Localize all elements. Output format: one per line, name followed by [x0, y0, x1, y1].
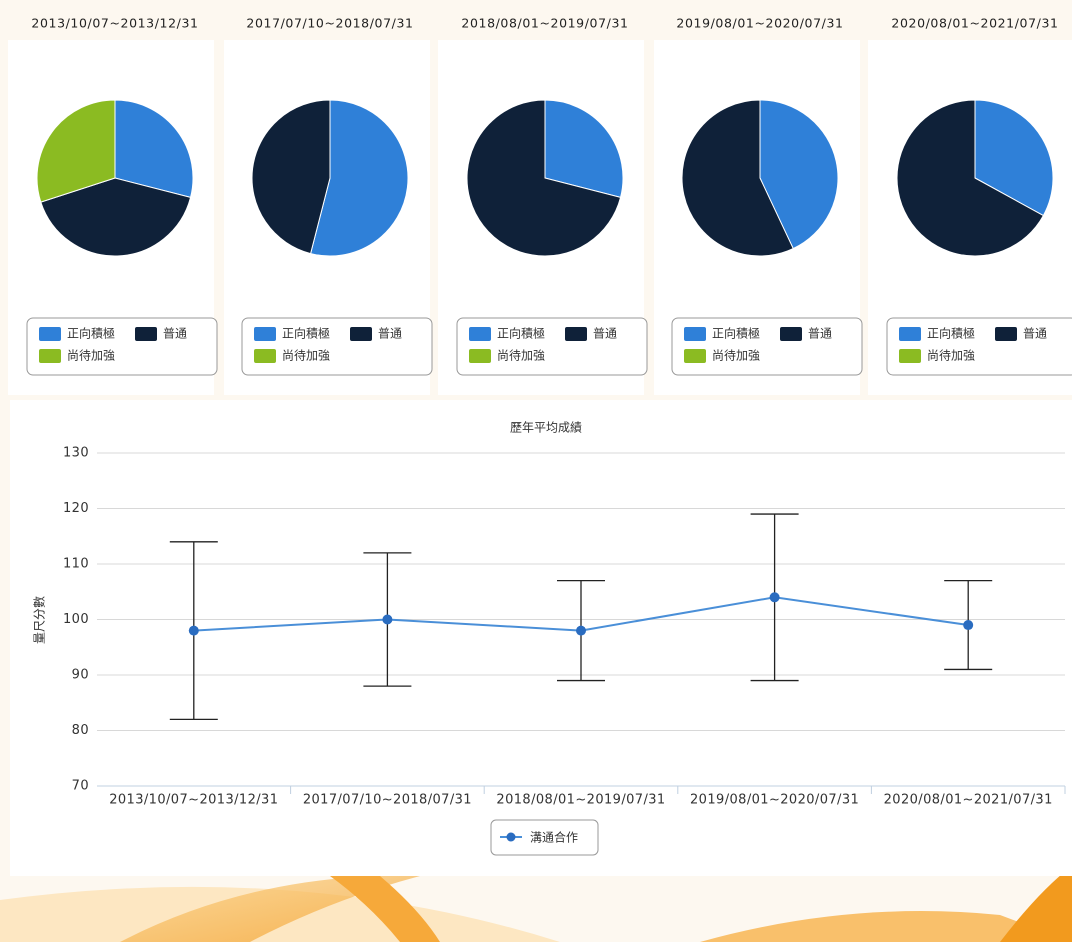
pie-slice — [681, 99, 794, 257]
legend-swatch — [684, 327, 706, 341]
y-tick-label: 70 — [72, 779, 89, 794]
legend-label: 正向積極 — [712, 326, 760, 341]
legend-swatch — [684, 349, 706, 363]
legend-label: 尚待加強 — [712, 349, 760, 363]
x-tick-label: 2020/08/01~2021/07/31 — [884, 793, 1053, 808]
pie-slice — [40, 177, 192, 257]
legend-box — [241, 317, 433, 376]
legend-swatch — [39, 327, 61, 341]
pie-slice — [309, 99, 409, 257]
y-tick-label: 120 — [63, 501, 89, 516]
x-tick-label: 2019/08/01~2020/07/31 — [690, 793, 859, 808]
legend-swatch — [469, 327, 491, 341]
line-panel — [10, 400, 1072, 876]
legend-swatch — [469, 349, 491, 363]
x-tick-label: 2018/08/01~2019/07/31 — [496, 793, 665, 808]
legend-label: 溝通合作 — [530, 830, 578, 845]
legend-label: 普通 — [163, 327, 187, 341]
pie-title: 2018/08/01~2019/07/31 — [461, 16, 628, 31]
pie-title: 2020/08/01~2021/07/31 — [891, 16, 1058, 31]
legend-label: 正向積極 — [497, 326, 545, 341]
legend-swatch — [899, 349, 921, 363]
pie-slice — [114, 99, 194, 199]
pie-slice — [759, 99, 839, 250]
decoration — [330, 876, 440, 942]
legend-marker — [506, 832, 516, 842]
marker — [188, 625, 199, 636]
y-tick-label: 130 — [63, 446, 89, 461]
legend-swatch — [565, 327, 587, 341]
y-tick-label: 110 — [63, 557, 89, 572]
legend-label: 尚待加強 — [282, 349, 330, 363]
chart-title: 歷年平均成績 — [510, 421, 582, 435]
legend-swatch — [254, 349, 276, 363]
legend-label: 普通 — [593, 327, 617, 341]
legend-box — [886, 317, 1072, 376]
legend-label: 尚待加強 — [927, 349, 975, 363]
legend-label: 正向積極 — [282, 326, 330, 341]
legend-box — [671, 317, 863, 376]
legend-swatch — [254, 327, 276, 341]
decoration — [1000, 866, 1072, 942]
legend-label: 普通 — [1023, 327, 1047, 341]
pie-slice — [896, 99, 1045, 257]
legend-swatch — [780, 327, 802, 341]
pie-slice — [544, 99, 624, 199]
legend-label: 尚待加強 — [497, 349, 545, 363]
legend-box — [26, 317, 218, 376]
legend-box — [456, 317, 648, 376]
decoration — [120, 876, 420, 942]
x-tick-label: 2017/07/10~2018/07/31 — [303, 793, 472, 808]
y-tick-label: 80 — [72, 723, 89, 738]
legend-swatch — [350, 327, 372, 341]
y-axis-label: 量尺分數 — [33, 596, 47, 644]
pie-title: 2019/08/01~2020/07/31 — [676, 16, 843, 31]
legend-swatch — [39, 349, 61, 363]
legend-label: 正向積極 — [927, 326, 975, 341]
y-tick-label: 100 — [63, 612, 89, 627]
marker — [382, 614, 393, 625]
legend-label: 正向積極 — [67, 326, 115, 341]
pie-title: 2017/07/10~2018/07/31 — [246, 16, 413, 31]
pie-slice — [974, 99, 1054, 217]
marker — [576, 625, 586, 636]
pie-slice — [251, 99, 331, 255]
marker — [769, 592, 780, 603]
pie-slice — [466, 99, 622, 257]
decoration — [700, 911, 1072, 942]
pie-slice — [36, 99, 116, 203]
pie-title: 2013/10/07~2013/12/31 — [31, 16, 198, 31]
legend-label: 普通 — [378, 327, 402, 341]
legend-swatch — [899, 327, 921, 341]
marker — [963, 620, 974, 631]
legend-label: 普通 — [808, 327, 832, 341]
legend-swatch — [995, 327, 1017, 341]
legend-swatch — [135, 327, 157, 341]
legend-box — [490, 819, 599, 856]
x-tick-label: 2013/10/07~2013/12/31 — [109, 793, 278, 808]
legend-label: 尚待加強 — [67, 349, 115, 363]
y-tick-label: 90 — [72, 668, 89, 683]
